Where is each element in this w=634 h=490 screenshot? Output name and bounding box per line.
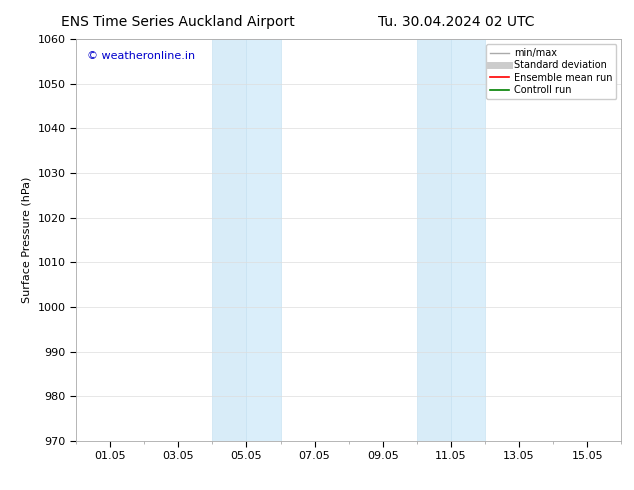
Y-axis label: Surface Pressure (hPa): Surface Pressure (hPa) (22, 177, 32, 303)
Bar (417, 39, 451, 441)
Text: ENS Time Series Auckland Airport: ENS Time Series Auckland Airport (61, 15, 294, 29)
Text: Tu. 30.04.2024 02 UTC: Tu. 30.04.2024 02 UTC (378, 15, 534, 29)
Legend: min/max, Standard deviation, Ensemble mean run, Controll run: min/max, Standard deviation, Ensemble me… (486, 44, 616, 99)
Bar (212, 39, 247, 441)
Bar (247, 39, 280, 441)
Text: © weatheronline.in: © weatheronline.in (87, 51, 195, 61)
Bar (451, 39, 485, 441)
